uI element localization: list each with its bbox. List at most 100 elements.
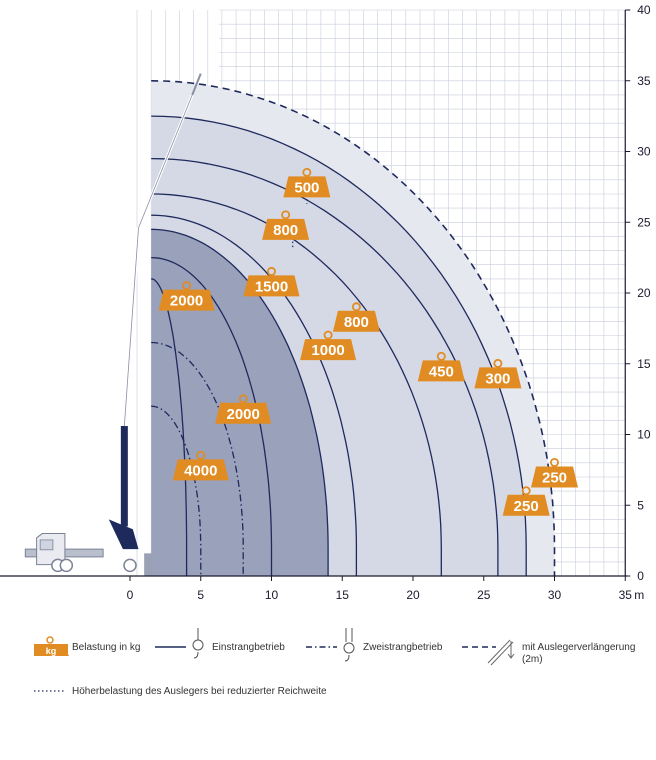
double-line-curve [151,341,244,576]
legend-load: Belastung in kg [72,642,140,653]
load-label-text: 300 [485,370,510,387]
legend: kg Belastung in kg Einstrangbetrieb Zwei… [34,628,635,697]
legend-extension-2: (2m) [522,654,543,665]
load-label: 800 [262,210,310,240]
load-label-ring [182,281,192,291]
load-label-text: 800 [273,222,298,239]
load-label-badge [300,339,357,361]
load-label-ring [196,450,206,460]
load-label-ring [436,351,446,361]
y-tick-label: 35 [637,74,651,88]
x-tick-label: 30 [548,588,562,602]
load-label: 1500 [243,266,300,297]
load-label: 250 [531,457,578,488]
boom-extension [191,73,202,96]
y-tick-label: 40 [637,3,651,17]
truck-wheel [59,558,74,573]
single-line-curve [151,193,442,576]
legend-kg-symbol: kg [34,636,69,656]
load-label-badge [172,459,229,481]
load-label-badge [158,289,215,311]
load-label: 500 [283,167,331,198]
y-tick-label: 10 [637,428,651,442]
load-label-ring [302,167,312,177]
load-label-text: 500 [294,179,319,196]
single-line-curve [151,256,273,576]
x-tick-label: 20 [406,588,420,602]
load-label-badge [531,466,578,488]
x-tick-label: 15 [336,588,350,602]
load-label-text: 2000 [170,293,203,310]
load-label-text: 2000 [227,406,260,423]
single-line-curve [151,115,527,576]
x-tick-label: 25 [477,588,491,602]
crane-base [108,519,139,550]
load-label: 4000 [172,450,229,481]
load-label-ring [323,330,333,340]
load-label-text: 1500 [255,278,288,295]
y-tick-label: 25 [637,215,651,229]
load-label-ring [351,302,361,312]
y-tick-label: 20 [637,286,651,300]
outrigger [144,553,153,576]
legend-extension-1: mit Auslegerverlängerung [522,642,635,653]
load-label-badge [332,310,380,332]
truck-wheel [123,558,137,573]
boom-jib-outline [138,94,193,229]
legend-hook-single-icon [192,628,204,659]
load-label-badge [502,494,550,516]
load-label-badge [417,360,465,382]
load-label-text: 250 [542,469,567,486]
load-label-ring [281,210,291,220]
y-tick-label: 5 [637,498,644,512]
x-unit-label: m [634,588,644,602]
load-label-ring [521,486,531,496]
truck-crane [24,73,202,576]
zone-inner [151,229,329,577]
y-tick-label: 30 [637,145,651,159]
load-label-ring [238,394,248,404]
boom-outline [123,227,139,427]
load-curves [151,80,556,577]
extension-curve [151,80,556,576]
load-label-ring [493,358,503,368]
single-line-curve [151,214,358,576]
load-label: 2000 [158,281,215,311]
load-label-ring [266,266,276,276]
load-label: 2000 [215,394,272,424]
load-label-ring [550,457,560,467]
load-label-badge [474,367,522,389]
load-label: 1000 [300,330,357,361]
legend-single: Einstrangbetrieb [212,642,285,653]
load-label-text: 450 [429,363,454,380]
x-tick-label: 10 [265,588,279,602]
load-label-badge [215,402,272,424]
load-label-badge [262,218,310,240]
x-tick-label: 0 [127,588,134,602]
load-label: 300 [474,358,522,389]
load-label: 250 [502,486,550,516]
legend-extension-icon [487,639,515,666]
load-label-text: 250 [514,498,539,515]
load-label-badge [283,176,331,198]
double-line-curve [151,405,202,577]
load-label-text: 800 [344,314,369,331]
load-label-text: 1000 [311,342,344,359]
legend-dotted: Höherbelastung des Auslegers bei reduzie… [72,686,327,697]
load-label: 800 [332,302,380,332]
x-tick-label: 35 [619,588,633,602]
y-tick-label: 0 [637,569,644,583]
legend-kg-badge: kg [46,646,57,656]
x-tick-label: 5 [197,588,204,602]
single-line-curve [151,157,499,576]
single-line-curve [151,278,188,576]
load-label: 450 [417,351,465,382]
legend-hook-double-icon [343,628,355,662]
load-label-badge [243,275,300,297]
load-label-text: 4000 [184,462,217,479]
legend-double: Zweistrangbetrieb [363,642,443,653]
truck-window [39,539,54,551]
